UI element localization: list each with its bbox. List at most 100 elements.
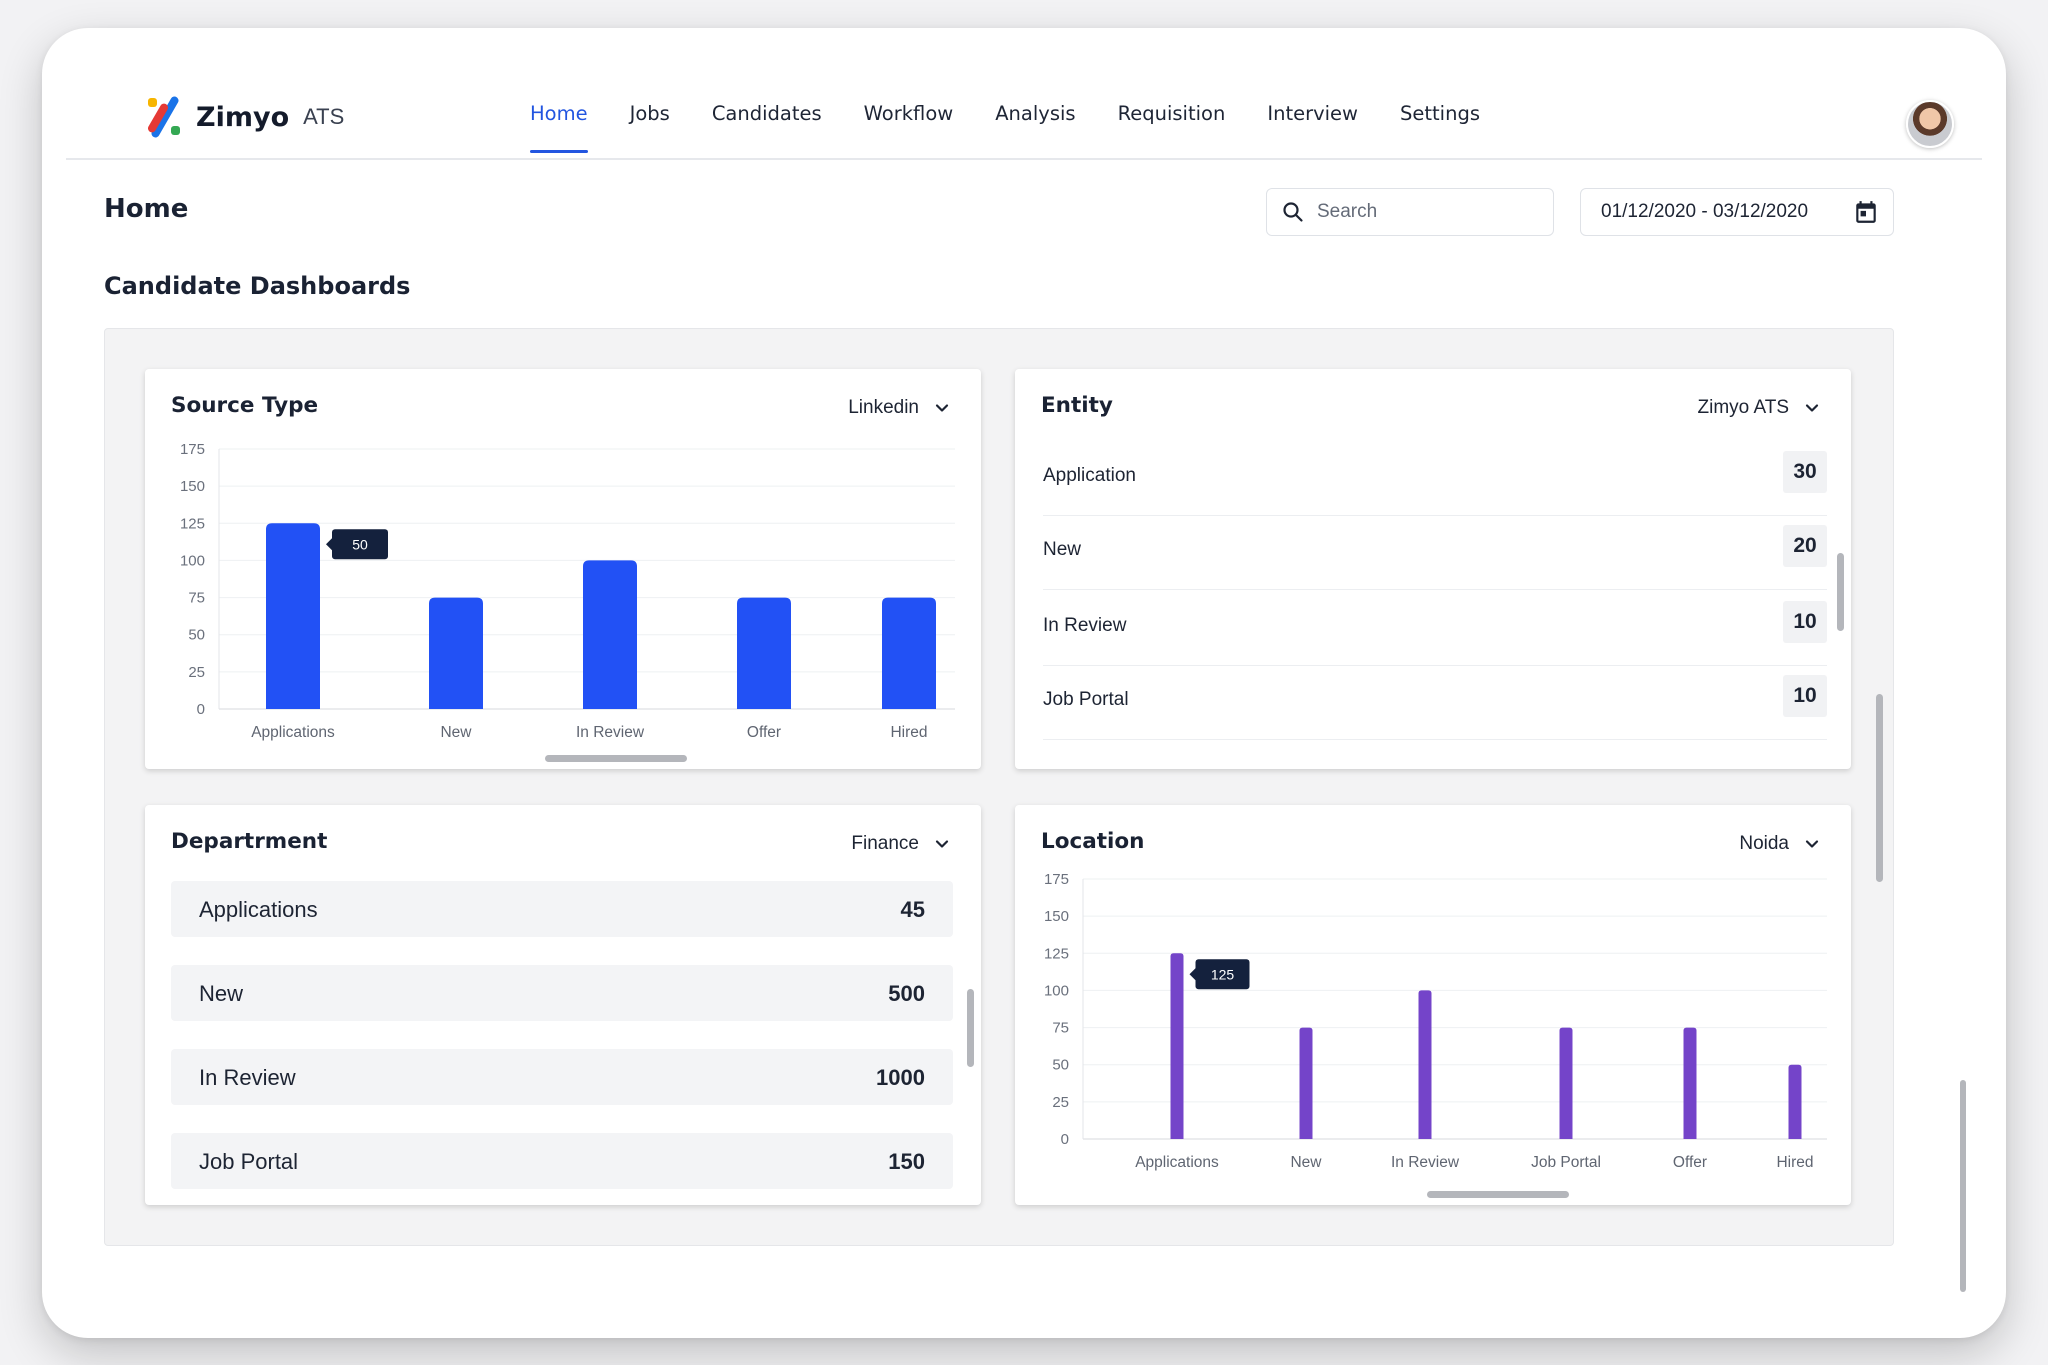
nav-requisition[interactable]: Requisition [1117, 102, 1226, 125]
tooltip-pointer [326, 537, 333, 552]
nav-interview[interactable]: Interview [1267, 102, 1359, 125]
entity-row-application[interactable]: Application 30 [1043, 441, 1827, 516]
chevron-down-icon [935, 840, 949, 848]
bar-tooltip: 50 [326, 529, 388, 560]
tooltip-box [1195, 959, 1250, 990]
x-tick-label: In Review [1391, 1154, 1460, 1171]
source-type-title: Source Type [171, 393, 319, 418]
x-tick-label: Applications [251, 724, 335, 741]
bar-in-review [1418, 990, 1432, 1139]
top-navigation-bar: Zimyo ATS Home Jobs Candidates Workflow … [66, 28, 1982, 160]
section-title: Candidate Dashboards [104, 272, 411, 300]
search-icon [1283, 202, 1303, 222]
entity-row-count: 30 [1783, 451, 1827, 493]
entity-row-count: 20 [1783, 525, 1827, 567]
search-input[interactable] [1317, 201, 1537, 223]
y-tick-label: 175 [180, 441, 205, 458]
department-row-new[interactable]: New 500 [171, 965, 953, 1021]
entity-row-job-portal[interactable]: Job Portal 10 [1043, 665, 1827, 740]
x-tick-label: Offer [747, 724, 781, 741]
location-dropdown-value: Noida [1739, 833, 1789, 854]
entity-row-count: 10 [1783, 675, 1827, 717]
location-card: Location Noida 0 25 50 75 100 125 150 175 Applic… [1015, 805, 1851, 1205]
department-dropdown[interactable]: Finance [851, 833, 951, 855]
entity-card: Entity Zimyo ATS Application 30 New 20 I… [1015, 369, 1851, 769]
entity-row-label: In Review [1043, 615, 1127, 636]
bar-offer [737, 597, 791, 709]
y-tick-label: 175 [1044, 871, 1069, 888]
department-row-in-review[interactable]: In Review 1000 [171, 1049, 953, 1105]
nav-candidates[interactable]: Candidates [711, 102, 822, 125]
department-row-applications[interactable]: Applications 45 [171, 881, 953, 937]
y-tick-label: 100 [180, 552, 205, 569]
calendar-icon[interactable] [1853, 199, 1879, 225]
y-tick-label: 0 [1061, 1131, 1069, 1148]
department-dropdown-value: Finance [851, 833, 919, 854]
window-vertical-scrollbar[interactable] [1960, 1080, 1966, 1292]
bar-in-review [583, 560, 637, 709]
nav-home[interactable]: Home [530, 102, 588, 153]
x-tick-label: New [440, 724, 472, 741]
brand[interactable]: Zimyo ATS [144, 96, 344, 138]
nav-workflow[interactable]: Workflow [863, 102, 954, 125]
nav-jobs[interactable]: Jobs [629, 102, 670, 125]
app-window: Zimyo ATS Home Jobs Candidates Workflow … [42, 28, 2006, 1338]
location-dropdown[interactable]: Noida [1739, 833, 1821, 855]
source-type-dropdown[interactable]: Linkedin [848, 397, 951, 419]
zimyo-logo-icon [148, 96, 180, 138]
y-tick-label: 25 [188, 664, 205, 681]
date-range-picker[interactable]: 01/12/2020 - 03/12/2020 [1580, 188, 1894, 236]
department-title: Departrment [171, 829, 328, 854]
location-bar-chart: 0 25 50 75 100 125 150 175 Applications New In Rev… [1044, 871, 1827, 1171]
search-box[interactable] [1266, 188, 1554, 236]
x-tick-label: Offer [1673, 1154, 1707, 1171]
y-tick-label: 50 [188, 627, 205, 644]
bar-applications [1170, 953, 1184, 1139]
entity-vertical-scrollbar[interactable] [1837, 553, 1844, 631]
user-avatar[interactable] [1906, 100, 1954, 148]
department-row-value: 150 [888, 1149, 925, 1174]
department-row-value: 1000 [876, 1065, 925, 1090]
nav-settings[interactable]: Settings [1400, 102, 1480, 125]
y-tick-label: 25 [1052, 1094, 1069, 1111]
y-tick-label: 0 [197, 701, 205, 718]
department-row-label: New [199, 981, 244, 1006]
y-tick-label: 75 [1052, 1020, 1069, 1037]
page-title: Home [104, 194, 189, 224]
entity-row-new[interactable]: New 20 [1043, 515, 1827, 590]
location-title: Location [1041, 829, 1145, 854]
x-tick-label: Applications [1135, 1154, 1219, 1171]
bar-hired [1788, 1064, 1802, 1139]
department-vertical-scrollbar[interactable] [967, 989, 974, 1067]
location-horizontal-scrollbar[interactable] [1427, 1191, 1569, 1198]
chevron-down-icon [935, 404, 949, 412]
entity-title: Entity [1041, 393, 1113, 418]
brand-name: Zimyo [196, 101, 290, 133]
entity-row-label: Job Portal [1043, 689, 1129, 710]
x-tick-label: Hired [1776, 1154, 1813, 1171]
content-vertical-scrollbar[interactable] [1876, 694, 1883, 882]
x-tick-label: Hired [890, 724, 927, 741]
main-nav: Home Jobs Candidates Workflow Analysis R… [530, 102, 1522, 153]
department-row-job-portal[interactable]: Job Portal 150 [171, 1133, 953, 1189]
tooltip-value: 125 [1211, 966, 1235, 982]
entity-row-label: Application [1043, 465, 1136, 486]
entity-row-in-review[interactable]: In Review 10 [1043, 591, 1827, 666]
nav-analysis[interactable]: Analysis [995, 102, 1076, 125]
source-type-dropdown-value: Linkedin [848, 397, 919, 418]
x-tick-label: Job Portal [1531, 1154, 1601, 1171]
bar-tooltip: 125 [1189, 959, 1250, 990]
bar-new [429, 597, 483, 709]
y-tick-label: 125 [1044, 945, 1069, 962]
bar-offer [1683, 1027, 1697, 1139]
y-tick-label: 150 [180, 478, 205, 495]
source-type-horizontal-scrollbar[interactable] [545, 755, 687, 762]
entity-row-label: New [1043, 539, 1082, 560]
entity-dropdown-value: Zimyo ATS [1697, 397, 1790, 418]
chevron-down-icon [1805, 840, 1819, 848]
department-row-value: 500 [888, 981, 925, 1006]
entity-dropdown[interactable]: Zimyo ATS [1698, 397, 1822, 419]
bar-hired [882, 597, 936, 709]
date-range-value: 01/12/2020 - 03/12/2020 [1601, 201, 1809, 222]
y-tick-label: 50 [1052, 1057, 1069, 1074]
